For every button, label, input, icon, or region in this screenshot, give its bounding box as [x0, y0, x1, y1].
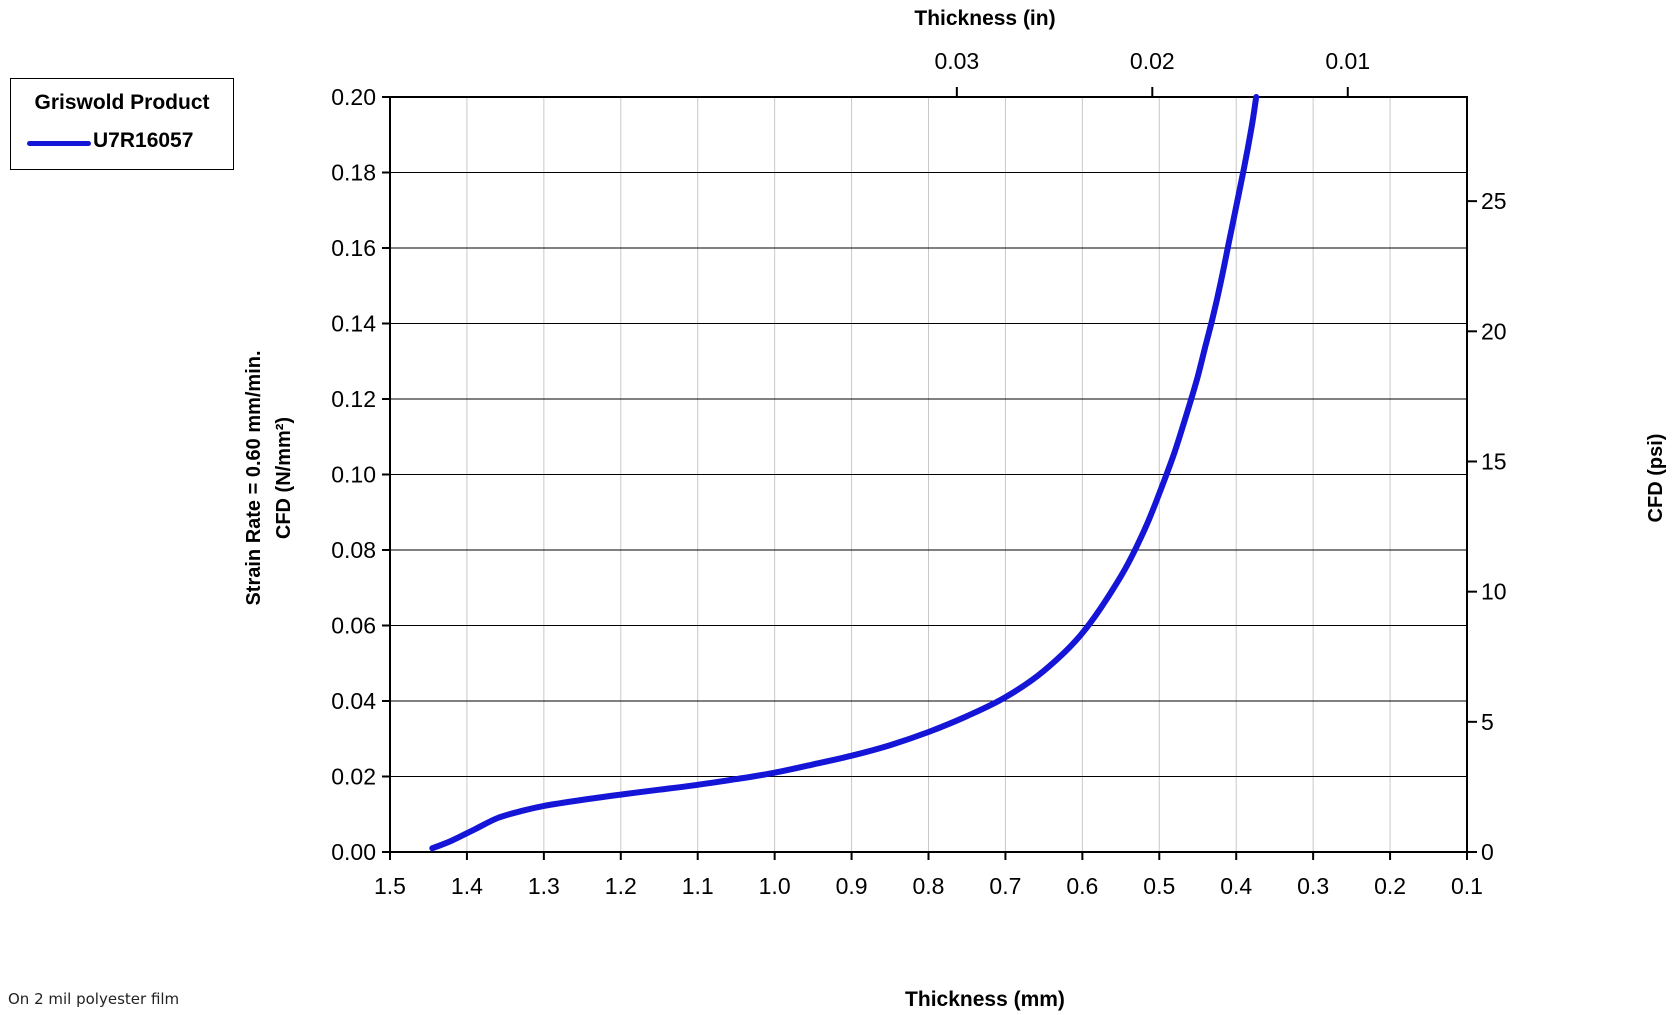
- legend: Griswold Product U7R16057: [10, 78, 234, 170]
- y-tick-label: 0.02: [331, 764, 376, 790]
- x-tick-label: 0.6: [1066, 873, 1098, 899]
- right-tick-label: 20: [1481, 318, 1507, 344]
- horizontal-gridlines: [390, 172, 1467, 777]
- legend-title: Griswold Product: [34, 91, 210, 114]
- y-tick-label: 0.20: [331, 84, 376, 110]
- x-axis-ticks: 1.5 1.4 1.3 1.2 1.1 1.0 0.9 0.8 0.7 0.6 0.5 0.4 0.3 0…: [374, 852, 1483, 899]
- y-tick-label: 0.16: [331, 235, 376, 261]
- right-tick-label: 0: [1481, 839, 1494, 865]
- x-tick-label: 1.1: [682, 873, 714, 899]
- x-axis-label: Thickness (mm): [905, 988, 1065, 1011]
- x-tick-label: 0.8: [913, 873, 945, 899]
- y-tick-label: 0.10: [331, 462, 376, 488]
- y-tick-label: 0.06: [331, 613, 376, 639]
- top-tick-label: 0.03: [934, 48, 979, 74]
- y-tick-label: 0.12: [331, 386, 376, 412]
- x-tick-label: 1.0: [759, 873, 791, 899]
- x-tick-label: 0.1: [1451, 873, 1483, 899]
- x-tick-label: 1.5: [374, 873, 406, 899]
- x-tick-label: 1.3: [528, 873, 560, 899]
- right-tick-label: 25: [1481, 188, 1507, 214]
- right-tick-label: 10: [1481, 579, 1507, 605]
- top-axis-ticks: 0.03 0.02 0.01: [934, 48, 1370, 97]
- y-axis-ticks: 0.00 0.02 0.04 0.06 0.08 0.10 0.12 0.14 0.16 0.18…: [331, 84, 390, 865]
- y-tick-label: 0.04: [331, 688, 376, 714]
- series-line-U7R16057: [429, 94, 1260, 852]
- legend-item-label: U7R16057: [93, 129, 194, 152]
- right-axis-label: CFD (psi): [1645, 434, 1667, 523]
- footnote: On 2 mil polyester film: [8, 990, 180, 1008]
- y-tick-label: 0.00: [331, 839, 376, 865]
- x-tick-label: 0.5: [1143, 873, 1175, 899]
- x-tick-label: 0.7: [989, 873, 1021, 899]
- legend-swatch: [27, 141, 91, 146]
- y-tick-label: 0.14: [331, 311, 376, 337]
- legend-item: U7R16057: [27, 129, 227, 155]
- y-axis-label-line2: CFD (N/mm²): [273, 417, 295, 539]
- x-tick-label: 0.2: [1374, 873, 1406, 899]
- top-axis-label: Thickness (in): [914, 7, 1055, 30]
- top-tick-label: 0.02: [1130, 48, 1175, 74]
- x-tick-label: 0.3: [1297, 873, 1329, 899]
- top-tick-label: 0.01: [1325, 48, 1370, 74]
- right-tick-label: 15: [1481, 448, 1507, 474]
- right-tick-label: 5: [1481, 709, 1494, 735]
- right-axis-ticks: 0 5 10 15 20 25: [1467, 188, 1507, 865]
- y-axis-label-line1: Strain Rate = 0.60 mm/min.: [243, 350, 265, 605]
- x-tick-label: 1.2: [605, 873, 637, 899]
- x-tick-label: 0.4: [1220, 873, 1252, 899]
- x-tick-label: 0.9: [836, 873, 868, 899]
- x-tick-label: 1.4: [451, 873, 483, 899]
- y-tick-label: 0.18: [331, 160, 376, 186]
- y-tick-label: 0.08: [331, 537, 376, 563]
